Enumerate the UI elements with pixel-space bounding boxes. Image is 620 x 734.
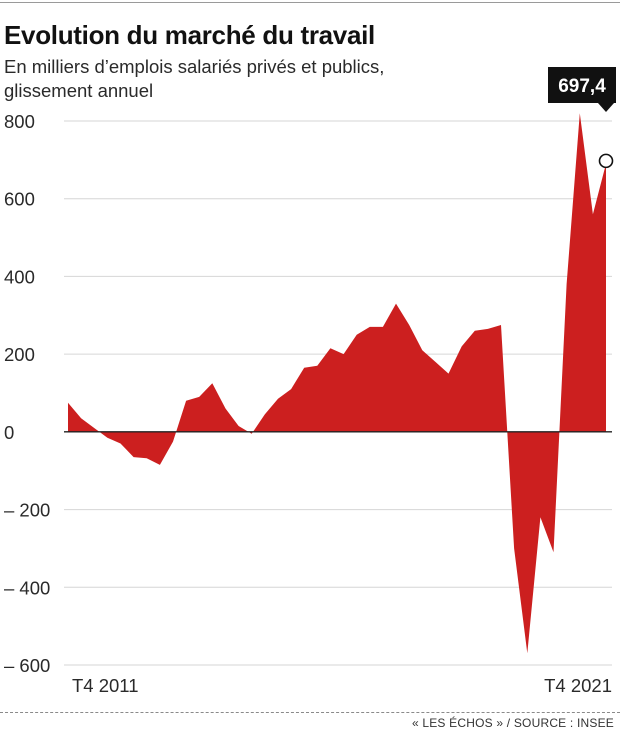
x-tick-label: T4 2011 xyxy=(72,675,139,696)
callout-label: 697,4 xyxy=(558,76,606,97)
y-tick-label: 200 xyxy=(4,344,35,365)
area-layer xyxy=(68,113,606,654)
callout-pointer xyxy=(598,103,614,112)
y-tick-label: 800 xyxy=(4,111,35,132)
area-chart: 800 600 400 200 0 – 200 – 400 – 600 T4 2011 T4 20… xyxy=(4,67,616,696)
callout: 697,4 xyxy=(548,67,616,169)
y-tick-label: – 600 xyxy=(4,655,50,676)
y-tick-label: – 400 xyxy=(4,577,50,598)
chart-title: Evolution du marché du travail xyxy=(4,20,375,50)
last-point-marker xyxy=(598,153,614,169)
y-tick-label: 0 xyxy=(4,422,14,443)
source-credit: « LES ÉCHOS » / SOURCE : INSEE xyxy=(411,716,614,730)
chart-subtitle: En milliers d’emplois salariés privés et… xyxy=(4,56,385,101)
top-rule xyxy=(0,2,620,3)
y-tick-label: 400 xyxy=(4,266,35,287)
x-tick-label: T4 2021 xyxy=(544,675,612,696)
tick-labels: 800 600 400 200 0 – 200 – 400 – 600 T4 2011 T4 20… xyxy=(4,111,612,696)
callout-box xyxy=(548,67,616,103)
y-tick-label: – 200 xyxy=(4,500,50,521)
footer-rule xyxy=(0,712,620,713)
series-area xyxy=(68,113,606,654)
y-tick-label: 600 xyxy=(4,189,35,210)
